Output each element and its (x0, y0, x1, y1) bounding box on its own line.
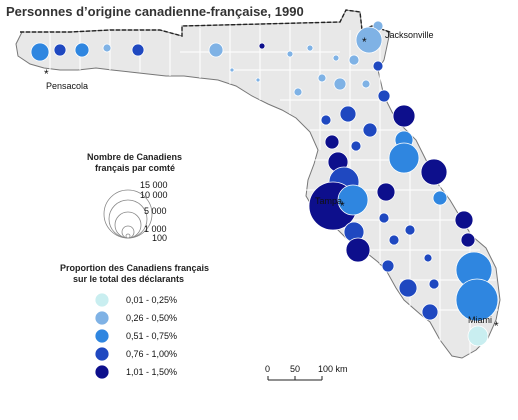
circle-duval (355, 26, 383, 54)
circle-alachua (333, 77, 347, 91)
legend-label-1: 0,26 - 0,50% (126, 313, 177, 323)
circle-escambia (30, 42, 50, 62)
jacksonville-label: Jacksonville (385, 30, 434, 40)
tampa-marker: * (340, 199, 345, 213)
circle-polk (337, 184, 369, 216)
size-circle-100 (125, 233, 131, 239)
circle-small-1 (258, 42, 266, 50)
circle-small-2 (286, 50, 294, 58)
size-label-100: 100 (152, 233, 167, 243)
miami-marker: * (494, 319, 499, 333)
circle-charlotte (381, 259, 395, 273)
legend-swatch-1 (94, 310, 110, 326)
circle-small-5 (255, 77, 261, 83)
circle-hardee (378, 212, 390, 224)
size-circle-10000 (108, 199, 148, 239)
circle-hendry (428, 278, 440, 290)
scale-label-50: 50 (290, 364, 300, 374)
county-circles (30, 20, 499, 347)
circle-orange (388, 142, 420, 174)
circle-putnam (361, 79, 371, 89)
scale-bar (267, 376, 323, 381)
circle-glades (423, 253, 433, 263)
size-label-5000: 5 000 (144, 206, 167, 216)
circle-broward (455, 278, 499, 322)
size-label-15000: 15 000 (140, 180, 168, 190)
circle-walton (102, 43, 112, 53)
circle-small-7 (317, 73, 327, 83)
color-legend: Proportion des Canadiens français sur le… (60, 263, 209, 380)
circle-hernando (324, 134, 340, 150)
color-legend-title-2: sur le total des déclarants (73, 274, 184, 284)
legend-label-3: 0,76 - 1,00% (126, 349, 177, 359)
city-markers: * Pensacola * Jacksonville Tampa * Miami… (44, 30, 499, 333)
circle-bay (131, 43, 145, 57)
circle-collier (421, 303, 439, 321)
circle-highlands (404, 224, 416, 236)
pensacola-marker: * (44, 67, 49, 81)
pensacola-label: Pensacola (46, 81, 88, 91)
circle-volusia (392, 104, 416, 128)
circle-st-lucie (454, 210, 474, 230)
circle-small-6 (293, 87, 303, 97)
circle-lee (398, 278, 418, 298)
circle-lake (362, 122, 378, 138)
tampa-label: Tampa (315, 196, 342, 206)
circle-santa-rosa (53, 43, 67, 57)
circle-martin (460, 232, 476, 248)
legend-swatch-3 (94, 346, 110, 362)
legend-label-0: 0,01 - 0,25% (126, 295, 177, 305)
circle-marion (339, 105, 357, 123)
legend-label-4: 1,01 - 1,50% (126, 367, 177, 377)
circle-citrus (320, 114, 332, 126)
scale-label-100: 100 km (318, 364, 348, 374)
legend-swatch-0 (94, 292, 110, 308)
circle-flagler (377, 89, 391, 103)
size-label-1000: 1 000 (144, 224, 167, 234)
circle-clay (348, 54, 360, 66)
circle-stjohns (372, 60, 384, 72)
circle-osceola (376, 182, 396, 202)
circle-desoto (388, 234, 400, 246)
circle-sumter (350, 140, 362, 152)
size-legend-title-2: français par comté (95, 163, 175, 173)
size-legend: Nombre de Canadiens français par comté 1… (87, 152, 182, 243)
circle-sarasota (345, 237, 371, 263)
circle-leon (208, 42, 224, 58)
circle-small-3 (306, 44, 314, 52)
color-legend-title-1: Proportion des Canadiens français (60, 263, 209, 273)
circle-miami-dade (467, 325, 489, 347)
circle-small-4 (229, 67, 235, 73)
circle-indian-river (432, 190, 448, 206)
circle-brevard (420, 158, 448, 186)
scale-label-0: 0 (265, 364, 270, 374)
legend-swatch-2 (94, 328, 110, 344)
size-circle-1000 (121, 225, 135, 239)
size-legend-title-1: Nombre de Canadiens (87, 152, 182, 162)
miami-label: Miami (468, 315, 492, 325)
size-label-10000: 10 000 (140, 190, 168, 200)
jacksonville-marker: * (362, 35, 367, 49)
circle-small-8 (332, 54, 340, 62)
legend-label-2: 0,51 - 0,75% (126, 331, 177, 341)
circle-okaloosa (74, 42, 90, 58)
map-title: Personnes d’origine canadienne-française… (6, 4, 304, 19)
legend-swatch-4 (94, 364, 110, 380)
